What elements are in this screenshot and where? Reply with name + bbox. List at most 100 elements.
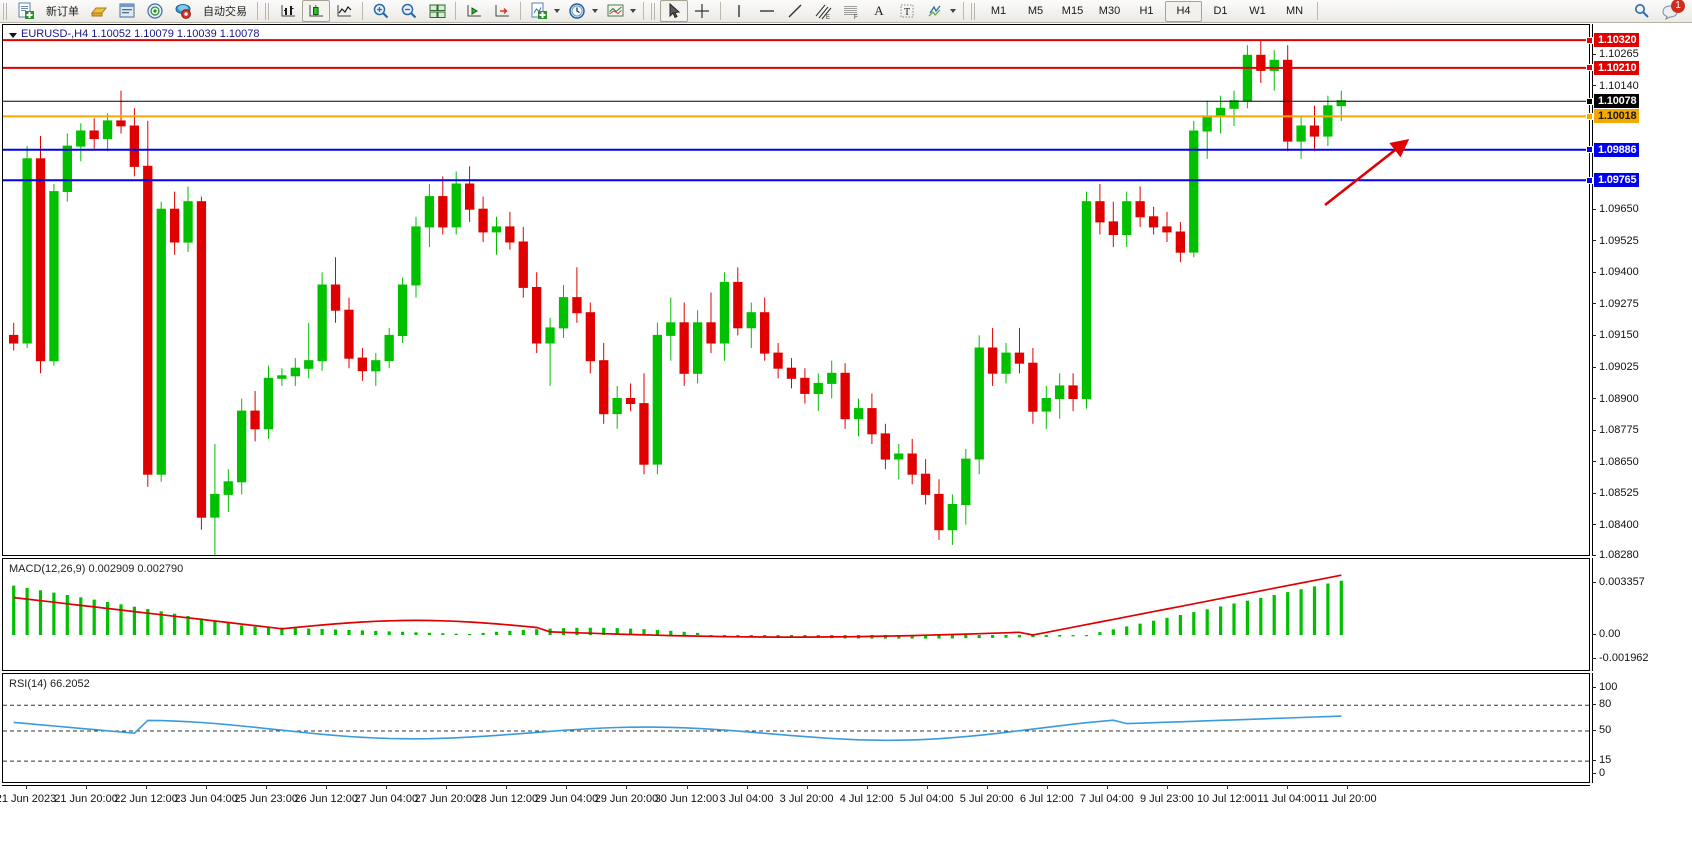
text-tool-button[interactable]: A [865,0,893,22]
time-axis[interactable]: 21 Jun 2023 21 Jun 20:00 22 Jun 12:00 23 Ju… [0,785,1590,815]
price-tick: 1.10140 [1592,80,1639,92]
vertical-line-tool-button[interactable] [725,0,753,22]
expert-advisors-button[interactable] [85,0,113,22]
templates-button[interactable] [601,0,629,22]
timeframe-m1[interactable]: M1 [990,5,1007,17]
tile-windows-button[interactable] [423,0,451,22]
toolbar-grip-2[interactable] [265,2,271,20]
timeframe-m30[interactable]: M30 [1098,5,1121,17]
zoom-in-button[interactable] [367,0,395,22]
time-tick [1166,785,1168,789]
candlestick-chart-button[interactable] [302,0,330,22]
new-chart-icon [531,2,547,19]
price-level-handle[interactable] [1586,146,1593,154]
price-tag-resistance[interactable]: 1.10320 [1594,33,1640,48]
time-tick [86,785,88,789]
trendline-tool-button[interactable] [781,0,809,22]
timeframe-d1[interactable]: D1 [1213,5,1228,17]
timeframe-w1[interactable]: W1 [1249,5,1266,17]
autotrading-icon [175,4,191,19]
macd-panel[interactable]: MACD(12,26,9) 0.002909 0.002790 [2,558,1590,671]
chart-area: EURUSD-,H4 1.10052 1.10079 1.10039 1.100… [0,23,1692,848]
line-chart-button[interactable] [330,0,358,22]
text-label-tool-button[interactable]: T [893,0,921,22]
timeframe-h4[interactable]: H4 [1165,0,1202,22]
crosshair-icon [695,4,709,18]
time-axis-label: 4 Jul 12:00 [839,793,894,805]
price-level-handle[interactable] [1586,64,1593,72]
price-level-handle[interactable] [1586,176,1593,184]
time-tick [686,785,688,789]
price-scale[interactable]: 1.10265 1.10140 1.09650 1.09525 1.09400 1.092… [1586,24,1692,561]
time-axis-label: 27 Jun 20:00 [414,793,479,805]
chart-menu-caret-icon[interactable] [9,33,17,38]
signals-button[interactable] [141,0,169,22]
search-button[interactable] [1628,0,1656,22]
rsi-panel[interactable]: RSI(14) 66.2052 [2,673,1590,783]
price-tag-support[interactable]: 1.09765 [1594,173,1640,188]
templates-dropdown-caret[interactable] [630,9,636,13]
notifications-button[interactable]: 1 [1656,0,1685,22]
toolbar-grip-4[interactable] [971,2,977,20]
toolbar-divider-2 [362,2,363,20]
new-order-button[interactable] [12,0,40,22]
price-level-handle[interactable] [1586,112,1593,120]
new-chart-dropdown-caret[interactable] [554,9,560,13]
autotrading-label: 自动交易 [203,6,247,18]
text-label-icon: T [900,4,914,18]
arrows-dropdown-caret[interactable] [950,9,956,13]
timeframe-m5[interactable]: M5 [1027,5,1044,17]
toolbar-grip[interactable] [3,2,9,20]
bar-chart-button[interactable] [274,0,302,22]
auto-scroll-button[interactable] [488,0,516,22]
toolbar-divider-6 [720,2,721,20]
price-tick: 1.10265 [1592,48,1639,60]
rsi-scale: 100 80 50 15 0 [1592,673,1692,783]
trendline-icon [788,4,802,18]
timeframe-mn[interactable]: MN [1285,5,1304,17]
timeframe-m15[interactable]: M15 [1061,5,1084,17]
price-tag-pivot[interactable]: 1.10018 [1594,109,1640,124]
arrows-tool-button[interactable] [921,0,949,22]
time-axis-label: 23 Jun 04:00 [174,793,238,805]
price-tag-support[interactable]: 1.09886 [1594,142,1640,157]
terminal-button[interactable] [113,0,141,22]
time-axis-label: 9 Jul 23:00 [1139,793,1194,805]
toolbar-grip-3[interactable] [651,2,657,20]
price-level-handle[interactable] [1586,97,1593,105]
horizontal-line-tool-button[interactable] [753,0,781,22]
terminal-window-icon [119,3,135,18]
price-chart-panel[interactable]: EURUSD-,H4 1.10052 1.10079 1.10039 1.100… [2,24,1590,556]
fibonacci-tool-button[interactable]: F [837,0,865,22]
price-tick: 1.09650 [1592,203,1639,215]
period-button[interactable] [563,0,591,22]
time-tick [1106,785,1108,789]
crosshair-tool-button[interactable] [688,0,716,22]
time-axis-label: 21 Jun 2023 [0,793,57,805]
time-tick [1347,785,1348,789]
macd-series [12,574,1343,639]
price-level-handle[interactable] [1586,36,1593,44]
toolbar-divider-5 [643,2,644,20]
price-tag-resistance[interactable]: 1.10210 [1594,60,1640,75]
price-tick: 1.09150 [1592,329,1639,341]
zoom-out-icon [401,3,417,19]
shift-chart-button[interactable] [460,0,488,22]
timeframe-h1[interactable]: H1 [1139,5,1154,17]
zoom-out-button[interactable] [395,0,423,22]
price-tick: 1.08525 [1592,487,1639,499]
channel-icon: E [815,4,832,20]
period-dropdown-caret[interactable] [592,9,598,13]
time-axis-label: 10 Jul 12:00 [1196,793,1257,805]
cursor-tool-button[interactable] [660,0,688,22]
price-tag-last-price[interactable]: 1.10078 [1594,94,1640,109]
autotrading-button[interactable] [169,0,197,22]
radar-icon [147,3,163,19]
time-tick [926,785,928,789]
macd-tick: -0.001962 [1592,652,1649,664]
time-tick [626,785,628,789]
fibonacci-icon: F [844,6,858,20]
equidistant-channel-button[interactable]: E [809,0,837,22]
new-chart-button[interactable] [525,0,553,22]
main-toolbar: 新订单 自动交易 [0,0,1692,23]
